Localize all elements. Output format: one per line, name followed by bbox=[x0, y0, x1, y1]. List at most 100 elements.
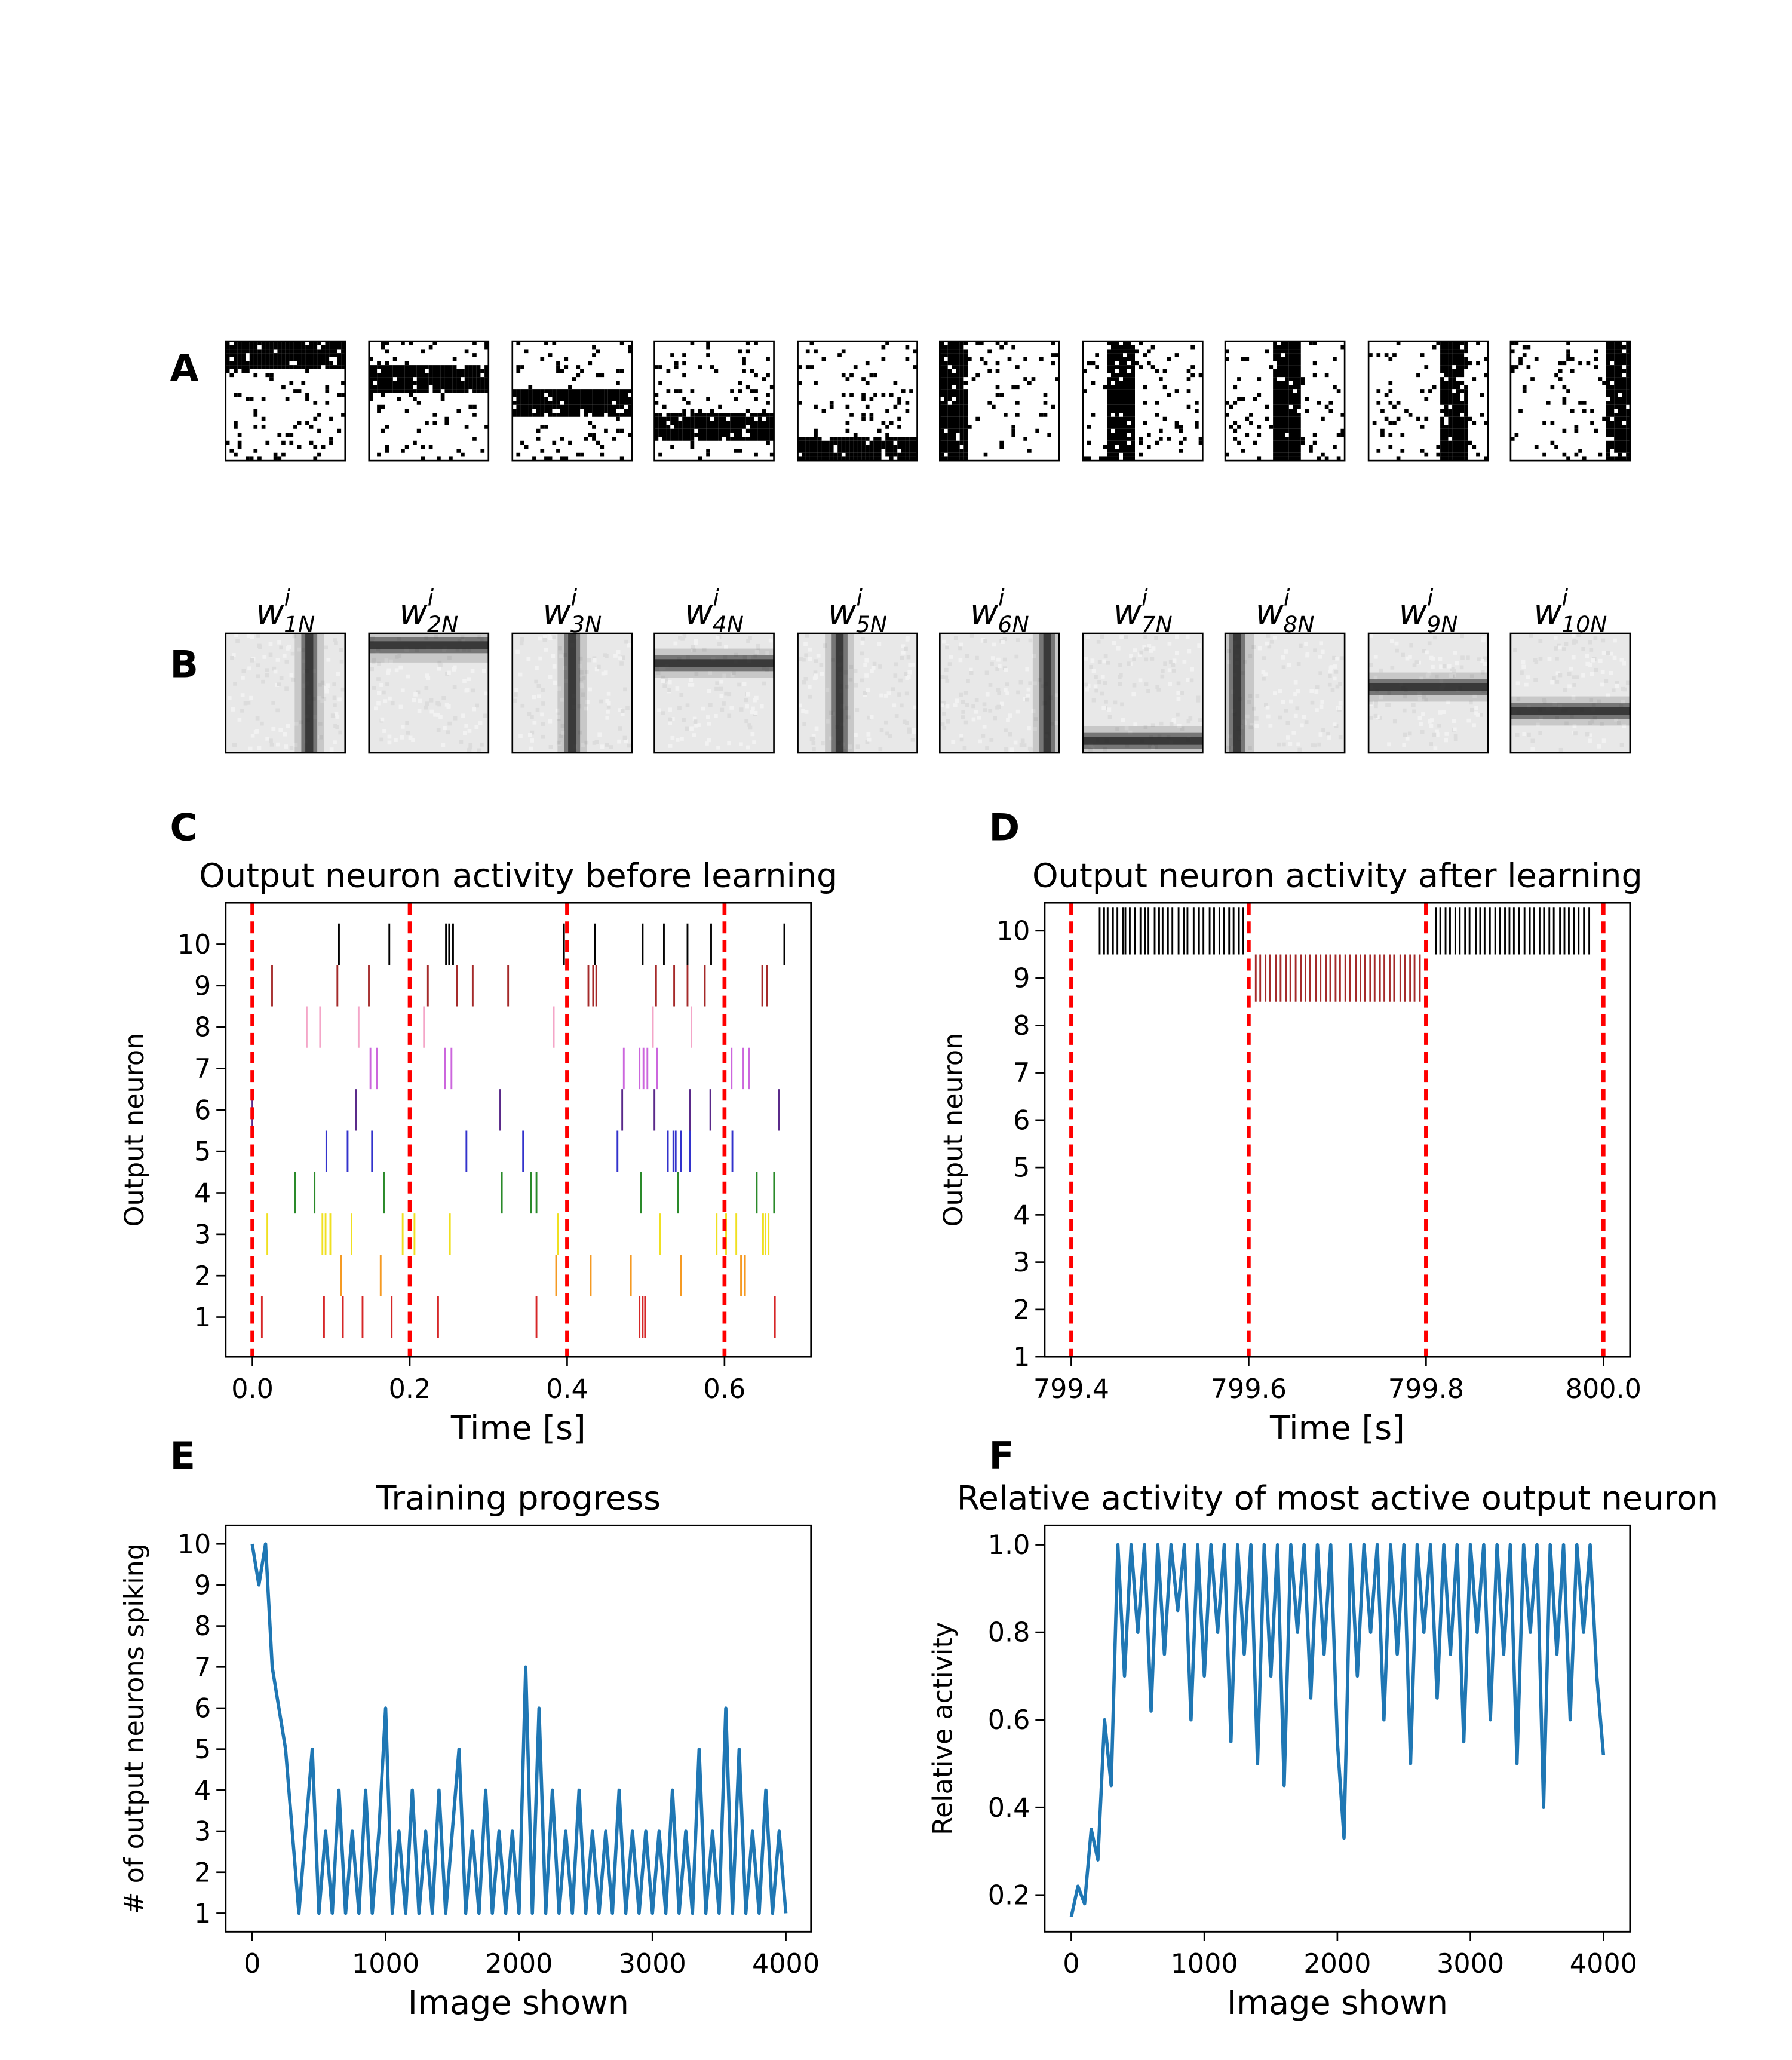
pixel bbox=[1396, 401, 1401, 405]
noise bbox=[1008, 713, 1012, 718]
noise bbox=[617, 739, 621, 744]
pixel bbox=[885, 449, 889, 453]
pixel bbox=[947, 393, 952, 397]
pixel bbox=[1626, 377, 1630, 381]
pixel bbox=[619, 393, 624, 397]
pixel bbox=[877, 437, 882, 441]
noise bbox=[661, 675, 665, 680]
pixel bbox=[698, 421, 702, 425]
pixel bbox=[670, 445, 674, 449]
pixel bbox=[580, 401, 584, 405]
y-tick-label: 6 bbox=[1013, 1105, 1030, 1136]
pixel bbox=[885, 341, 889, 345]
pixel bbox=[253, 365, 258, 369]
pixel bbox=[464, 377, 469, 381]
pixel bbox=[1440, 425, 1444, 429]
noise bbox=[745, 704, 749, 709]
pixel bbox=[682, 416, 686, 421]
pixel bbox=[1123, 416, 1127, 421]
pixel bbox=[1574, 452, 1579, 457]
pixel bbox=[556, 393, 560, 397]
pixel bbox=[1448, 345, 1453, 350]
pixel bbox=[564, 456, 569, 461]
pixel bbox=[524, 413, 529, 417]
pixel bbox=[329, 353, 333, 357]
pixel bbox=[1452, 361, 1456, 366]
pixel bbox=[592, 397, 596, 401]
pixel bbox=[1111, 393, 1115, 397]
noise bbox=[1412, 663, 1417, 668]
noise bbox=[326, 683, 330, 688]
pixel bbox=[1444, 452, 1449, 457]
noise bbox=[1591, 703, 1596, 707]
pixel bbox=[392, 389, 397, 393]
noise bbox=[318, 722, 323, 726]
pixel bbox=[421, 381, 425, 385]
pixel bbox=[1476, 341, 1480, 345]
pixel bbox=[421, 456, 425, 461]
noise bbox=[1611, 688, 1616, 693]
pixel bbox=[253, 357, 258, 361]
pixel bbox=[544, 389, 548, 393]
pixel bbox=[540, 389, 545, 393]
pixel bbox=[940, 425, 944, 429]
panel-label: F bbox=[989, 1434, 1015, 1477]
noise bbox=[324, 645, 328, 650]
noise bbox=[1515, 733, 1520, 737]
pixel bbox=[714, 425, 719, 429]
pixel bbox=[710, 437, 714, 441]
pixel bbox=[1448, 428, 1453, 433]
noise bbox=[579, 684, 584, 689]
pixel bbox=[484, 377, 489, 381]
noise bbox=[320, 698, 324, 703]
noise bbox=[701, 706, 705, 711]
pixel bbox=[612, 409, 616, 413]
pixel bbox=[1626, 373, 1630, 378]
pixel bbox=[1452, 456, 1456, 461]
noise bbox=[618, 708, 622, 712]
noise bbox=[1284, 649, 1288, 654]
pixel bbox=[1107, 404, 1111, 409]
pixel bbox=[722, 421, 726, 425]
noise bbox=[333, 703, 337, 707]
pixel bbox=[1610, 425, 1615, 429]
pixel bbox=[952, 341, 956, 345]
pixel bbox=[1111, 440, 1115, 445]
pixel bbox=[730, 389, 734, 393]
pixel bbox=[1614, 440, 1618, 445]
noise bbox=[1138, 678, 1143, 683]
pixel bbox=[944, 349, 948, 354]
noise bbox=[898, 678, 903, 683]
pixel bbox=[580, 452, 584, 457]
pixel bbox=[940, 381, 944, 385]
noise bbox=[1417, 660, 1422, 665]
pixel bbox=[449, 381, 453, 385]
pixel bbox=[682, 433, 686, 437]
pixel bbox=[1293, 452, 1297, 457]
pixel bbox=[261, 365, 266, 369]
noise bbox=[1572, 724, 1577, 728]
pixel bbox=[277, 361, 282, 366]
pixel bbox=[1606, 353, 1610, 357]
pixel bbox=[1456, 433, 1460, 437]
pixel bbox=[947, 377, 952, 381]
pixel bbox=[959, 452, 964, 457]
noise bbox=[1555, 671, 1560, 676]
pixel bbox=[1618, 385, 1622, 390]
weight-band bbox=[835, 633, 844, 753]
noise bbox=[807, 685, 812, 689]
pixel bbox=[1293, 373, 1297, 378]
pixel bbox=[512, 389, 517, 393]
pixel bbox=[1574, 428, 1579, 433]
noise bbox=[537, 694, 541, 699]
pixel bbox=[1606, 416, 1610, 421]
pixel bbox=[963, 421, 968, 425]
noise bbox=[1435, 732, 1440, 737]
pixel bbox=[564, 409, 569, 413]
noise bbox=[1368, 700, 1373, 705]
pixel bbox=[413, 369, 417, 373]
pixel bbox=[1598, 377, 1603, 381]
noise bbox=[1481, 689, 1486, 694]
pixel bbox=[750, 425, 754, 429]
noise bbox=[1553, 636, 1558, 640]
